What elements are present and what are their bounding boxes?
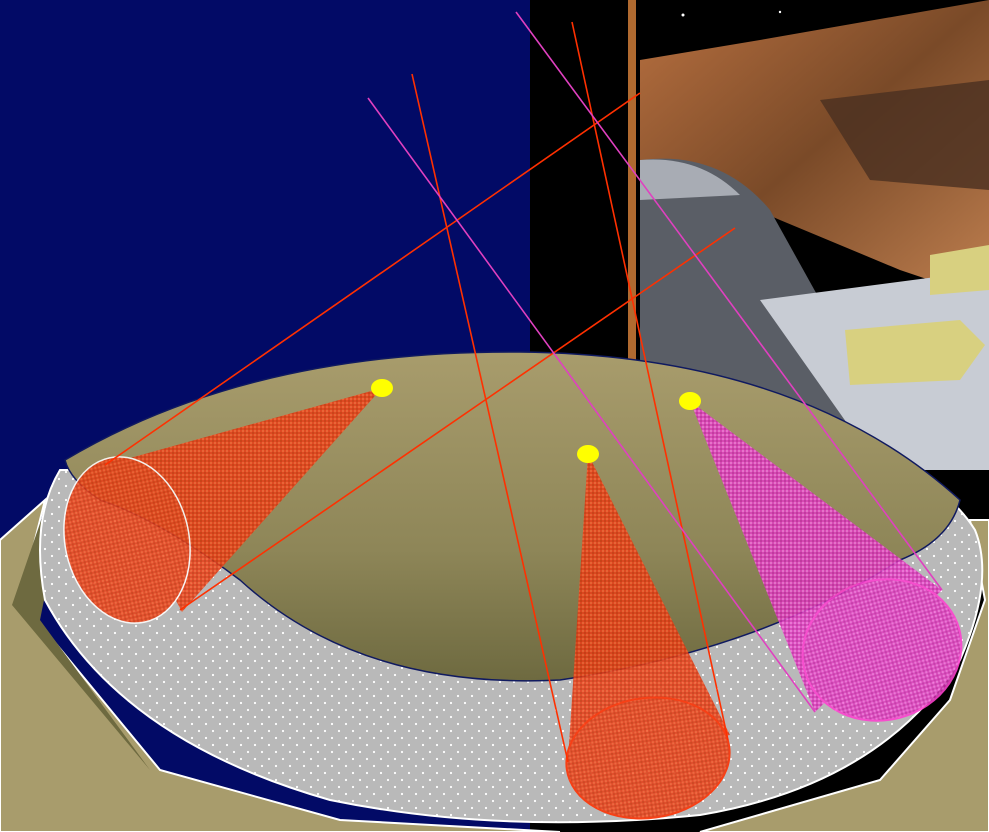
mars-terrain [640, 0, 989, 300]
base-left [0, 497, 561, 832]
source-dot [679, 392, 701, 410]
cone-middle [565, 454, 731, 820]
cone-right [690, 401, 963, 722]
star [681, 13, 685, 17]
source-dot [371, 379, 393, 397]
cone-left [63, 388, 382, 624]
source-dot [577, 445, 599, 463]
star [778, 10, 782, 14]
station-top [640, 159, 740, 200]
rays [104, 11, 943, 763]
block-1 [930, 245, 989, 295]
frame-bar [628, 0, 636, 360]
mars-shadow [820, 80, 989, 190]
block-2 [845, 320, 985, 385]
